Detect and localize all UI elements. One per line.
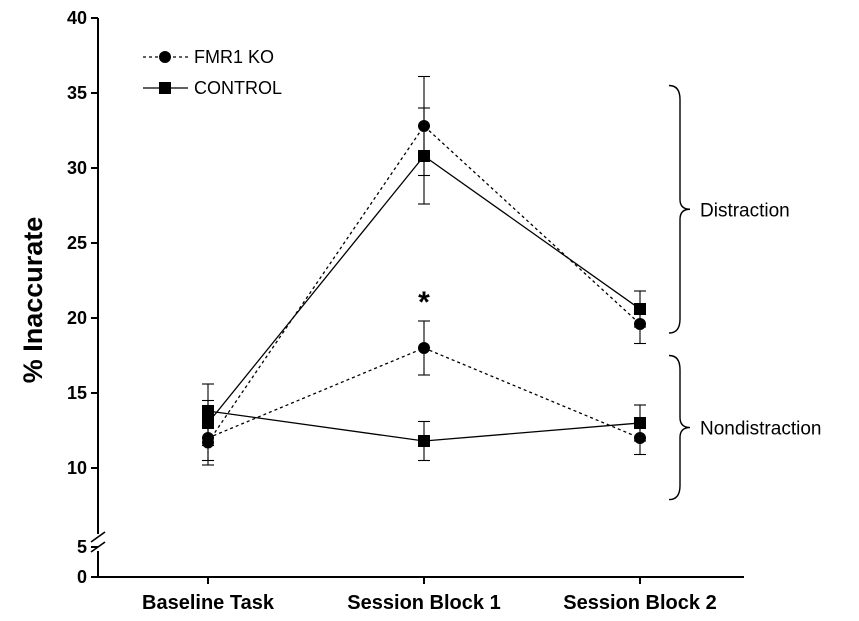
y-tick-label: 25 (67, 233, 87, 253)
y-tick-label: 5 (77, 537, 87, 557)
data-point (634, 303, 646, 315)
series-control-nondistraction (202, 383, 646, 462)
data-point (202, 405, 214, 417)
annotation-layer: Distraction Nondistraction * (418, 84, 821, 501)
y-tick-label: 15 (67, 383, 87, 403)
y-tick-label: 20 (67, 308, 87, 328)
x-tick-label: Session Block 2 (563, 592, 716, 614)
x-tick-label: Baseline Task (142, 592, 275, 614)
legend: FMR1 KO CONTROL (143, 47, 282, 98)
legend-marker (159, 51, 171, 63)
series-layer (202, 75, 646, 466)
x-tick-label: Session Block 1 (347, 592, 500, 614)
data-point (418, 150, 430, 162)
y-tick-label: 0 (77, 567, 87, 587)
series-control-distraction (202, 107, 646, 447)
legend-item: CONTROL (143, 78, 282, 98)
legend-label: CONTROL (194, 78, 282, 98)
legend-marker (159, 82, 171, 94)
significance-star: * (418, 286, 430, 319)
y-tick-label: 30 (67, 158, 87, 178)
y-tick-label: 10 (67, 458, 87, 478)
y-tick-label: 40 (67, 8, 87, 28)
annotation-label: Nondistraction (700, 419, 821, 440)
annotation-label: Distraction (700, 200, 790, 221)
axes: 0 5 10 15 20 25 30 35 40 Baseline Task Session Blo… (67, 8, 744, 614)
y-axis-label: % Inaccurate (18, 217, 48, 384)
legend-label: FMR1 KO (194, 47, 274, 67)
axis-break-mark (90, 531, 106, 543)
data-point (418, 435, 430, 447)
y-tick-label: 35 (67, 83, 87, 103)
data-point (418, 342, 430, 354)
data-point (634, 417, 646, 429)
brace (668, 354, 691, 501)
legend-item: FMR1 KO (143, 47, 274, 67)
brace (668, 84, 691, 334)
